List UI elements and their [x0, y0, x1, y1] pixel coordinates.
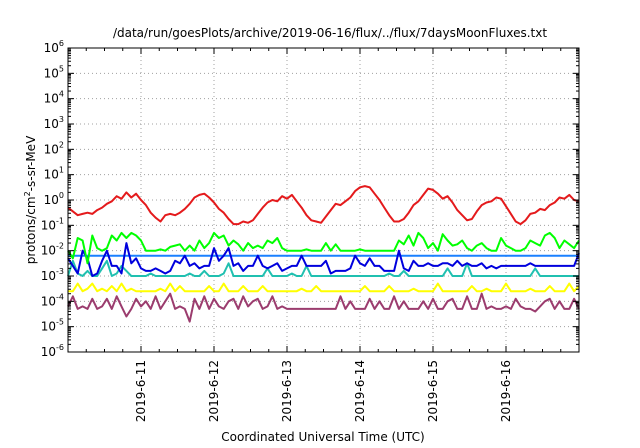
x-tick-label: 2019-6-11 [134, 360, 148, 422]
y-tick-label: 101 [44, 166, 64, 182]
series-line-7 [67, 292, 580, 323]
y-tick-label: 10-5 [41, 318, 64, 334]
x-tick-label: 2019-6-15 [426, 360, 440, 422]
series-line-1 [67, 185, 580, 226]
y-tick-label: 105 [44, 64, 64, 80]
y-tick-label: 10-2 [41, 242, 64, 258]
series-group [67, 185, 580, 323]
y-axis-label: protons/cm2-s-sr-MeV [23, 135, 38, 264]
series-line-6 [68, 282, 580, 293]
y-tick-label: 10-6 [41, 343, 64, 359]
series-line-3 [67, 242, 580, 277]
y-tick-label: 103 [44, 115, 64, 131]
x-tick-label: 2019-6-12 [207, 360, 221, 422]
plot-frame [67, 47, 580, 353]
x-tick-label: 2019-6-13 [280, 360, 294, 422]
y-tick-label: 10-3 [41, 267, 64, 283]
series-line-2 [67, 231, 580, 265]
y-tick-label: 104 [44, 90, 64, 106]
y-tick-label: 106 [44, 39, 64, 55]
series-line-5 [67, 259, 579, 277]
y-tick-label: 100 [44, 191, 64, 207]
y-tick-label: 10-4 [41, 292, 64, 308]
axis-ticks: 106 105 104 103 102 101 100 10-1 10-2 10-3 10-4 10-… [41, 39, 579, 422]
y-tick-label: 102 [44, 140, 64, 156]
x-tick-label: 2019-6-16 [499, 360, 513, 422]
x-axis-label: Coordinated Universal Time (UTC) [221, 430, 424, 444]
x-tick-label: 2019-6-14 [353, 360, 367, 422]
chart-title: /data/run/goesPlots/archive/2019-06-16/f… [113, 26, 547, 40]
y-tick-label: 10-1 [41, 216, 64, 232]
